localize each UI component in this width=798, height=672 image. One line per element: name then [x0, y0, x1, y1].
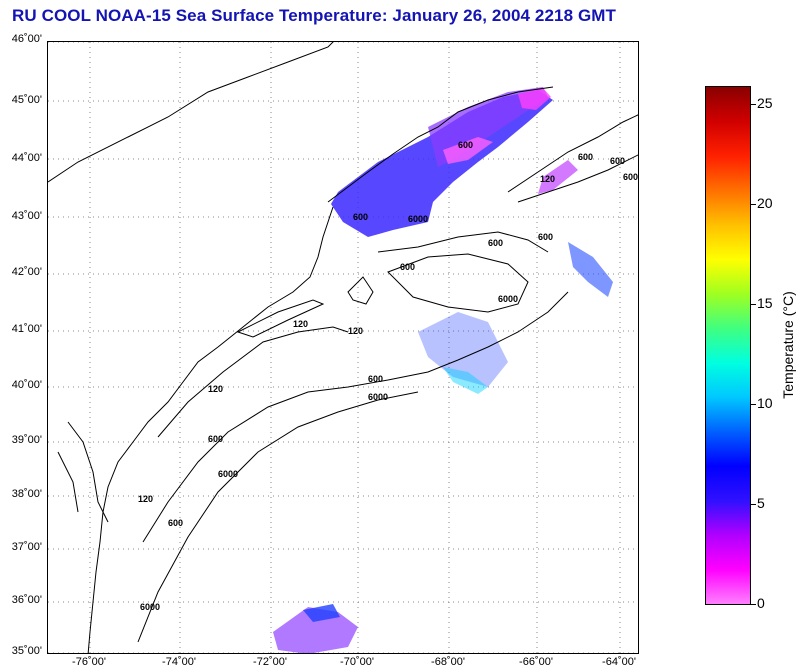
contour-label: 6000 — [368, 392, 388, 402]
lat-label: 37˚00' — [11, 541, 42, 553]
sst-map: 600 600 600 600 120 600 6000 600 600 6000 120 120 12… — [48, 42, 638, 653]
sst-patch-scotian — [538, 160, 578, 194]
contour-label: 600 — [208, 434, 223, 444]
sst-patch-south — [273, 607, 358, 653]
temperature-colorbar — [705, 86, 751, 605]
sst-data-layer — [273, 87, 613, 653]
colorbar-tick-label: 5 — [757, 495, 765, 511]
sst-patch-slope-cyan — [443, 367, 488, 394]
colorbar-tick-label: 20 — [757, 195, 773, 211]
sst-patch-magenta-edge — [518, 88, 551, 110]
contour-label: 600 — [353, 212, 368, 222]
sst-patch-south-blue — [303, 604, 340, 622]
lon-label: -72˚00' — [253, 656, 287, 668]
lat-label: 41˚00' — [11, 323, 42, 335]
colorbar-tick-label: 15 — [757, 295, 773, 311]
contour-label: 600 — [610, 156, 625, 166]
sst-patch-bay-of-fundy — [443, 137, 493, 164]
coastline-layer — [48, 42, 638, 653]
coastline-long-island — [236, 299, 325, 338]
lat-label: 44˚00' — [11, 152, 42, 164]
coastline-nova-scotia — [507, 114, 638, 203]
colorbar-tickmark — [751, 604, 756, 605]
colorbar-tickmark — [751, 204, 756, 205]
lat-label: 46˚00' — [11, 33, 42, 45]
colorbar-tickmark — [751, 304, 756, 305]
sst-patch-georges-east — [568, 242, 613, 297]
contour-label: 600 — [368, 374, 383, 384]
lat-label: 43˚00' — [11, 210, 42, 222]
contour-label: 600 — [623, 172, 638, 182]
lon-label: -70˚00' — [340, 656, 374, 668]
contour-label: 120 — [293, 319, 308, 329]
contour-6000 — [137, 391, 419, 643]
contour-label: 120 — [208, 384, 223, 394]
lat-label: 42˚00' — [11, 266, 42, 278]
lon-label: -64˚00' — [602, 656, 636, 668]
lat-label: 35˚00' — [11, 645, 42, 657]
lat-label: 38˚00' — [11, 488, 42, 500]
lon-label: -76˚00' — [72, 656, 106, 668]
colorbar-tick-label: 0 — [757, 595, 765, 611]
graticule-grid — [48, 42, 638, 653]
contour-label: 6000 — [498, 294, 518, 304]
lat-label: 45˚00' — [11, 94, 42, 106]
colorbar-tick-label: 25 — [757, 95, 773, 111]
contour-600 — [142, 231, 569, 543]
contour-label: 120 — [348, 326, 363, 336]
contour-labels-layer: 600 600 600 600 120 600 6000 600 600 6000 120 120 12… — [138, 140, 638, 612]
contour-georges-bank — [387, 253, 529, 313]
contour-label: 600 — [578, 152, 593, 162]
lon-label: -66˚00' — [519, 656, 553, 668]
contour-label: 600 — [488, 238, 503, 248]
map-frame: 600 600 600 600 120 600 6000 600 600 6000 120 120 12… — [47, 41, 639, 654]
contour-120 — [157, 326, 349, 438]
colorbar-tickmark — [751, 104, 756, 105]
contour-label: 600 — [168, 518, 183, 528]
lat-label: 36˚00' — [11, 594, 42, 606]
coastline — [48, 42, 554, 653]
lat-label: 40˚00' — [11, 379, 42, 391]
coastline-cape-cod — [347, 276, 374, 305]
page-title: RU COOL NOAA-15 Sea Surface Temperature:… — [12, 6, 617, 25]
contour-label: 600 — [400, 262, 415, 272]
contour-label: 600 — [538, 232, 553, 242]
lat-label: 39˚00' — [11, 434, 42, 446]
contour-label: 120 — [540, 174, 555, 184]
lon-label: -68˚00' — [431, 656, 465, 668]
colorbar-tickmark — [751, 404, 756, 405]
contour-label: 6000 — [218, 469, 238, 479]
contour-label: 120 — [138, 494, 153, 504]
contour-label: 6000 — [140, 602, 160, 612]
contour-label: 6000 — [408, 214, 428, 224]
contour-label: 600 — [458, 140, 473, 150]
colorbar-title: Temperature (°C) — [780, 291, 796, 399]
lon-label: -74˚00' — [162, 656, 196, 668]
coastline-chesapeake — [57, 421, 109, 523]
colorbar-tick-label: 10 — [757, 395, 773, 411]
colorbar-tickmark — [751, 504, 756, 505]
sst-patch-slope-streaks — [418, 312, 508, 387]
